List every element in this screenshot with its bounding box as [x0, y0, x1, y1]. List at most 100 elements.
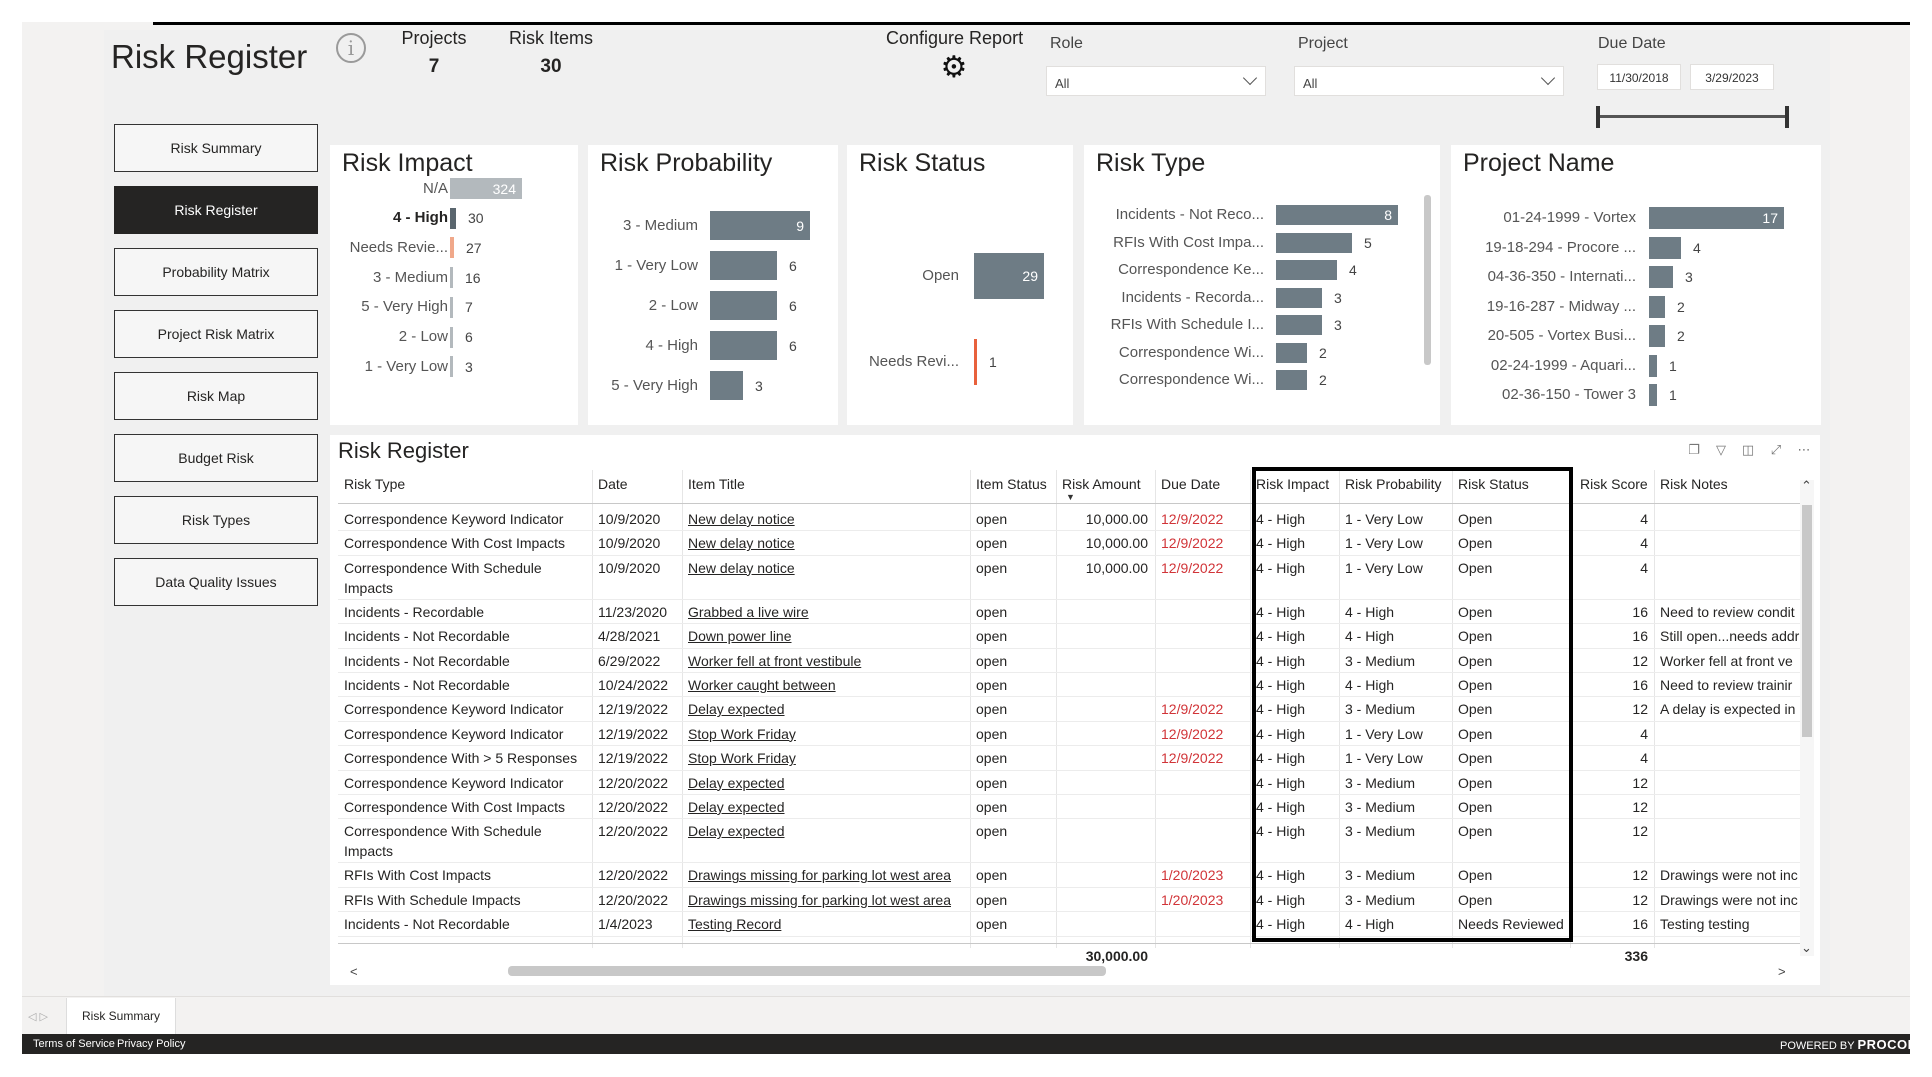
column-header[interactable]: Risk Type	[344, 476, 406, 492]
nav-risk-register[interactable]: Risk Register	[114, 186, 318, 234]
slider-handle-start[interactable]	[1596, 106, 1600, 128]
tab-nav-arrows-icon[interactable]: ◁ ▷	[28, 1011, 48, 1023]
table-row[interactable]: RFIs With Schedule Impacts 12/20/2022 Draw…	[338, 888, 1800, 913]
chart-bar[interactable]	[1276, 232, 1352, 253]
table-cell[interactable]: Drawings missing for parking lot west ar…	[688, 891, 951, 908]
scroll-down-icon[interactable]: ⌄	[1801, 940, 1812, 955]
chart-bar[interactable]	[710, 251, 777, 280]
table-cell[interactable]: Delay expected	[688, 799, 785, 815]
chart-bar[interactable]	[1276, 342, 1307, 363]
chart-bar[interactable]	[1649, 207, 1784, 229]
table-cell[interactable]: Stop Work Friday	[688, 725, 796, 742]
copy-icon[interactable]: ❐	[1688, 442, 1700, 457]
column-header[interactable]: Risk Probability	[1345, 476, 1442, 492]
chart-bar[interactable]	[1649, 354, 1657, 377]
slider-handle-end[interactable]	[1785, 106, 1789, 128]
nav-budget-risk[interactable]: Budget Risk	[114, 434, 318, 482]
terms-link[interactable]: Terms of Service	[33, 1038, 115, 1050]
privacy-link[interactable]: Privacy Policy	[117, 1038, 186, 1050]
table-row[interactable]: Correspondence With Schedule Impacts 10/9…	[338, 556, 1800, 600]
table-row[interactable]: Correspondence With Schedule Impacts 12/2…	[338, 819, 1800, 864]
column-header[interactable]: Risk Status	[1458, 476, 1529, 492]
table-cell[interactable]: Down power line	[688, 628, 792, 645]
table-row[interactable]: Correspondence Keyword Indicator 10/9/202…	[338, 507, 1800, 532]
filter-icon[interactable]: ▽	[1716, 442, 1726, 457]
chart-bar[interactable]	[1276, 370, 1307, 390]
table-cell[interactable]: Worker caught between	[688, 677, 836, 693]
due-date-start-input[interactable]: 11/30/2018	[1597, 64, 1681, 90]
nav-project-risk-matrix[interactable]: Project Risk Matrix	[114, 310, 318, 358]
chart-bar[interactable]	[1276, 315, 1322, 335]
chart-bar[interactable]	[1649, 384, 1657, 406]
chart-bar[interactable]	[710, 331, 777, 360]
chart-bar[interactable]	[710, 291, 777, 320]
column-header[interactable]: Risk Amount	[1062, 476, 1141, 492]
table-cell[interactable]: Stop Work Friday	[688, 750, 796, 767]
chart-bar[interactable]	[450, 267, 453, 289]
column-header[interactable]: Item Status	[976, 476, 1047, 492]
chart-bar[interactable]	[1276, 260, 1337, 280]
column-header[interactable]: Risk Impact	[1256, 476, 1330, 492]
chart-bar[interactable]	[1276, 287, 1322, 308]
table-cell[interactable]: Delay expected	[688, 774, 785, 791]
table-row[interactable]: Incidents - Not Recordable 6/29/2022 Worke…	[338, 649, 1800, 673]
info-icon[interactable]: i	[336, 33, 366, 63]
table-cell[interactable]: New delay notice	[688, 559, 795, 576]
table-cell[interactable]: Testing Record	[688, 916, 782, 933]
table-row[interactable]: Incidents - Not Recordable 4/28/2021 Down …	[338, 624, 1800, 649]
table-cell[interactable]: New delay notice	[688, 535, 795, 552]
expand-icon[interactable]: ⤢	[1770, 442, 1782, 457]
chart-bar[interactable]	[710, 371, 743, 400]
chart-bar[interactable]	[450, 207, 456, 229]
table-cell[interactable]: Drawings missing for parking lot west ar…	[688, 867, 951, 884]
table-row[interactable]: Correspondence With Cost Impacts 12/20/20…	[338, 795, 1800, 820]
gear-icon[interactable]: ⚙	[940, 51, 968, 84]
column-header[interactable]: Date	[598, 476, 628, 492]
due-date-end-input[interactable]: 3/29/2023	[1690, 64, 1774, 90]
table-cell[interactable]: Delay expected	[688, 701, 785, 718]
table-cell[interactable]: Delay expected	[688, 823, 785, 840]
role-dropdown[interactable]: All	[1046, 66, 1266, 96]
nav-probability-matrix[interactable]: Probability Matrix	[114, 248, 318, 296]
focus-mode-icon[interactable]: ◫	[1741, 442, 1755, 457]
table-row[interactable]: Correspondence Keyword Indicator 12/19/20…	[338, 722, 1800, 747]
table-row[interactable]: Correspondence Keyword Indicator 12/19/20…	[338, 697, 1800, 722]
table-cell[interactable]: New delay notice	[688, 511, 795, 527]
nav-risk-types[interactable]: Risk Types	[114, 496, 318, 544]
chart-bar[interactable]	[450, 178, 522, 199]
chart-bar[interactable]	[1649, 266, 1673, 288]
table-row[interactable]: RFIs With Cost Impacts 12/20/2022 Drawings…	[338, 863, 1800, 888]
more-options-icon[interactable]: ⋯	[1797, 442, 1811, 457]
project-dropdown[interactable]: All	[1294, 66, 1564, 96]
column-header[interactable]: Due Date	[1161, 476, 1221, 492]
scroll-right-icon[interactable]: >	[1778, 964, 1786, 979]
column-header[interactable]: Risk Notes	[1660, 476, 1728, 492]
chart-bar[interactable]	[450, 356, 453, 378]
date-range-slider[interactable]	[1598, 115, 1788, 118]
table-row[interactable]: Incidents - Recordable 11/23/2020 Grabbed …	[338, 600, 1800, 625]
column-header[interactable]: Item Title	[688, 476, 745, 492]
chart-bar[interactable]	[450, 326, 453, 348]
chart-bar[interactable]	[450, 237, 454, 259]
table-row[interactable]: Correspondence With > 5 Responses 12/19/2…	[338, 746, 1800, 771]
table-cell[interactable]: Worker fell at front vestibule	[688, 652, 862, 669]
column-header[interactable]: Risk Score	[1580, 476, 1648, 492]
chart-bar[interactable]	[1649, 325, 1665, 347]
nav-risk-summary[interactable]: Risk Summary	[114, 124, 318, 172]
chart-bar[interactable]	[1649, 236, 1681, 259]
table-cell[interactable]: Grabbed a live wire	[688, 603, 809, 620]
table-row[interactable]: Incidents - Not Recordable 10/24/2022 Work…	[338, 673, 1800, 698]
chart-bar[interactable]	[450, 296, 453, 318]
scroll-up-icon[interactable]: ⌃	[1801, 478, 1812, 493]
nav-data-quality-issues[interactable]: Data Quality Issues	[114, 558, 318, 606]
table-row[interactable]: Correspondence Keyword Indicator 12/20/20…	[338, 771, 1800, 795]
table-row[interactable]: Incidents - Not Recordable 1/4/2023 Testin…	[338, 912, 1800, 937]
chart-bar[interactable]	[974, 253, 1044, 299]
page-tab-risk-summary[interactable]: Risk Summary	[66, 998, 176, 1034]
chart-bar[interactable]	[1276, 205, 1398, 225]
chart-bar[interactable]	[974, 339, 977, 385]
nav-risk-map[interactable]: Risk Map	[114, 372, 318, 420]
scroll-left-icon[interactable]: <	[350, 964, 358, 979]
chart-bar[interactable]	[1649, 295, 1665, 318]
vertical-scroll-thumb[interactable]	[1802, 505, 1812, 737]
